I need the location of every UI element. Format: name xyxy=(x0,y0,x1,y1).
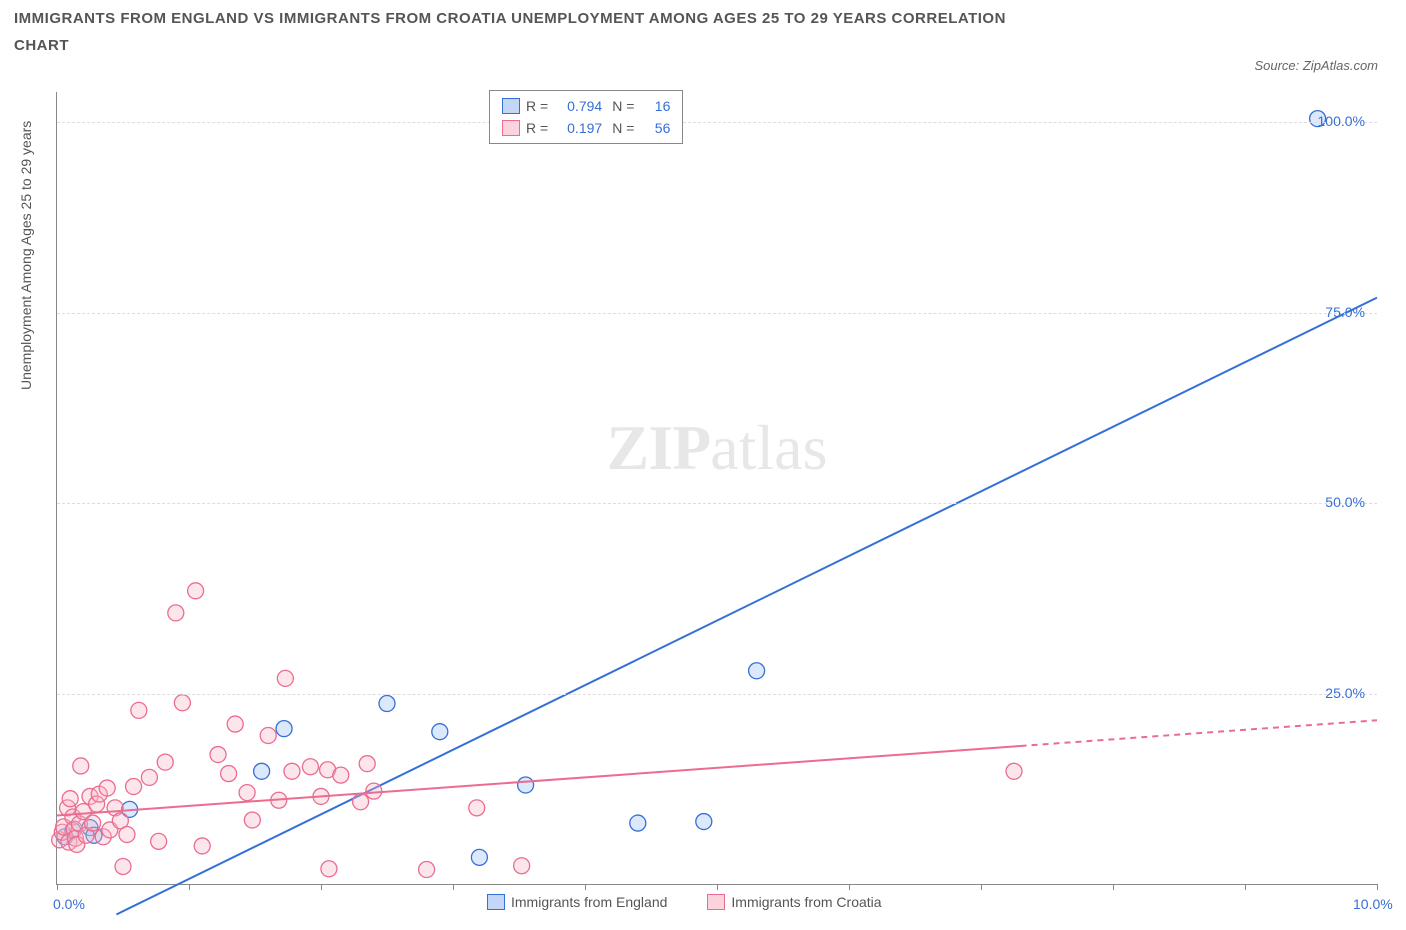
chart-container: IMMIGRANTS FROM ENGLAND VS IMMIGRANTS FR… xyxy=(0,0,1406,930)
data-point xyxy=(379,696,395,712)
data-point xyxy=(239,785,255,801)
data-point xyxy=(254,763,270,779)
x-tick xyxy=(321,884,322,890)
x-tick-label: 0.0% xyxy=(53,896,85,912)
x-tick xyxy=(1245,884,1246,890)
x-tick xyxy=(717,884,718,890)
source-label: Source: ZipAtlas.com xyxy=(1254,58,1378,73)
legend-r-label: R = xyxy=(526,117,548,139)
legend-item: Immigrants from Croatia xyxy=(707,894,881,910)
gridline xyxy=(57,503,1377,504)
legend-swatch xyxy=(707,894,725,910)
legend-row: R = 0.197 N = 56 xyxy=(502,117,670,139)
legend-label: Immigrants from England xyxy=(511,894,667,910)
data-point xyxy=(227,716,243,732)
x-tick xyxy=(453,884,454,890)
y-axis-label: Unemployment Among Ages 25 to 29 years xyxy=(18,121,34,390)
data-point xyxy=(244,812,260,828)
gridline xyxy=(57,313,1377,314)
y-tick-label: 100.0% xyxy=(1318,113,1365,129)
legend-n-label: N = xyxy=(612,117,634,139)
legend-n-value: 16 xyxy=(640,95,670,117)
data-point xyxy=(1006,763,1022,779)
data-point xyxy=(73,758,89,774)
data-point xyxy=(126,779,142,795)
legend-r-label: R = xyxy=(526,95,548,117)
data-point xyxy=(432,724,448,740)
legend-swatch xyxy=(487,894,505,910)
data-point xyxy=(157,754,173,770)
data-point xyxy=(168,605,184,621)
data-point xyxy=(119,827,135,843)
data-point xyxy=(302,759,318,775)
chart-title-line2: CHART xyxy=(0,27,1406,54)
data-point xyxy=(419,862,435,878)
data-point xyxy=(188,583,204,599)
data-point xyxy=(366,783,382,799)
y-tick-label: 25.0% xyxy=(1325,685,1365,701)
data-point xyxy=(221,766,237,782)
legend-r-value: 0.197 xyxy=(554,117,606,139)
series-legend: Immigrants from England Immigrants from C… xyxy=(487,894,882,910)
data-point xyxy=(277,670,293,686)
data-point xyxy=(141,769,157,785)
legend-row: R = 0.794 N = 16 xyxy=(502,95,670,117)
data-point xyxy=(276,721,292,737)
legend-label: Immigrants from Croatia xyxy=(731,894,881,910)
x-tick-label: 10.0% xyxy=(1353,896,1393,912)
legend-r-value: 0.794 xyxy=(554,95,606,117)
data-point xyxy=(131,702,147,718)
x-tick xyxy=(189,884,190,890)
trend-line xyxy=(57,746,1021,815)
data-point xyxy=(630,815,646,831)
data-point xyxy=(284,763,300,779)
data-point xyxy=(115,858,131,874)
data-point xyxy=(260,728,276,744)
data-point xyxy=(85,815,101,831)
trend-line-extrapolated xyxy=(1021,720,1377,746)
data-point xyxy=(321,861,337,877)
data-point xyxy=(62,791,78,807)
legend-item: Immigrants from England xyxy=(487,894,667,910)
data-point xyxy=(174,695,190,711)
x-tick xyxy=(849,884,850,890)
legend-swatch xyxy=(502,98,520,114)
data-point xyxy=(359,756,375,772)
x-tick xyxy=(57,884,58,890)
trend-line xyxy=(116,298,1377,915)
legend-n-label: N = xyxy=(612,95,634,117)
gridline xyxy=(57,694,1377,695)
data-point xyxy=(514,858,530,874)
y-tick-label: 75.0% xyxy=(1325,304,1365,320)
x-tick xyxy=(1113,884,1114,890)
x-tick xyxy=(981,884,982,890)
data-point xyxy=(194,838,210,854)
gridline xyxy=(57,122,1377,123)
data-point xyxy=(151,833,167,849)
x-tick xyxy=(585,884,586,890)
data-point xyxy=(471,849,487,865)
chart-area: ZIPatlas R =0.794N =16R =0.197N =56 Immi… xyxy=(56,92,1377,885)
data-point xyxy=(353,794,369,810)
correlation-legend: R = 0.794 N = 16 R = 0.197 N = 56 xyxy=(489,90,683,144)
data-point xyxy=(518,777,534,793)
chart-title-line1: IMMIGRANTS FROM ENGLAND VS IMMIGRANTS FR… xyxy=(0,0,1406,27)
data-point xyxy=(469,800,485,816)
data-point xyxy=(333,767,349,783)
data-point xyxy=(749,663,765,679)
legend-n-value: 56 xyxy=(640,117,670,139)
legend-swatch xyxy=(502,120,520,136)
data-point xyxy=(696,814,712,830)
data-point xyxy=(210,747,226,763)
plot-svg xyxy=(57,92,1377,884)
y-tick-label: 50.0% xyxy=(1325,494,1365,510)
data-point xyxy=(99,780,115,796)
x-tick xyxy=(1377,884,1378,890)
